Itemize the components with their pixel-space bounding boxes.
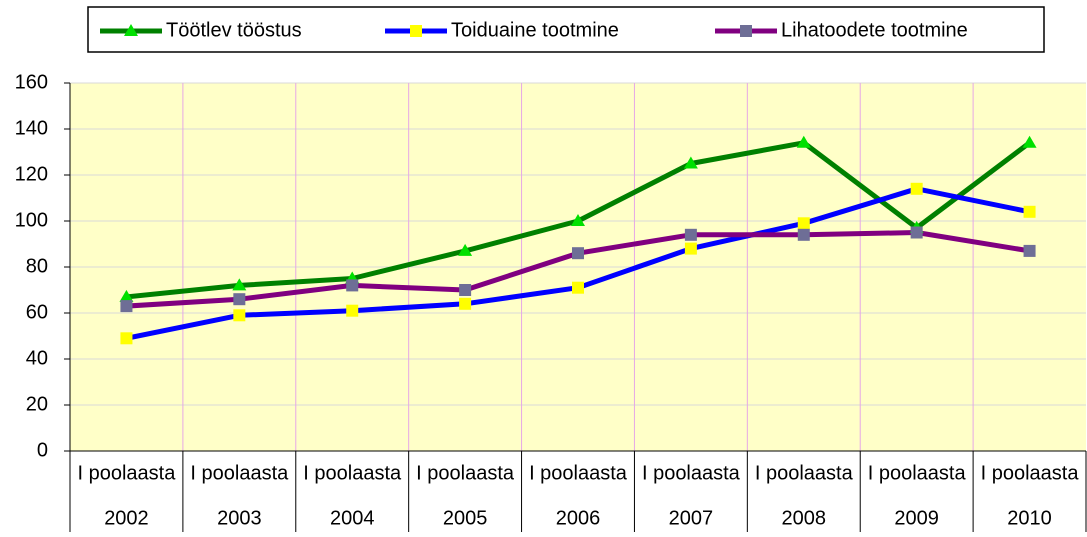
- data-point: [572, 281, 584, 294]
- data-point: [797, 228, 810, 241]
- data-point: [120, 332, 133, 345]
- x-tick-label: 2002: [104, 507, 149, 529]
- data-point: [572, 247, 584, 260]
- y-tick-label: 20: [26, 393, 48, 415]
- data-point: [459, 284, 472, 296]
- data-point: [1022, 135, 1037, 148]
- y-tick-label: 60: [26, 301, 48, 323]
- x-tick-label: I poolaasta: [642, 462, 741, 484]
- x-tick-label: 2008: [782, 507, 827, 529]
- data-point: [459, 297, 472, 310]
- data-point: [1023, 244, 1036, 257]
- data-point: [346, 279, 359, 292]
- x-tick-label: I poolaasta: [868, 462, 967, 484]
- legend-marker: [124, 24, 138, 36]
- x-tick-label: 2009: [894, 507, 939, 529]
- data-point: [233, 293, 246, 306]
- y-tick-label: 100: [15, 209, 48, 231]
- x-tick-label: I poolaasta: [755, 462, 854, 484]
- legend-label: Toiduaine tootmine: [451, 19, 619, 41]
- data-point: [684, 242, 697, 255]
- data-point: [119, 289, 134, 302]
- y-tick-label: 140: [15, 117, 48, 139]
- x-tick-label: I poolaasta: [78, 462, 177, 484]
- data-point: [458, 243, 473, 256]
- y-tick-label: 40: [26, 347, 48, 369]
- x-tick-label: 2010: [1007, 507, 1052, 529]
- data-point: [796, 135, 811, 148]
- x-tick-label: I poolaasta: [416, 462, 515, 484]
- y-tick-label: 120: [15, 163, 48, 185]
- data-point: [120, 300, 133, 313]
- x-tick-label: I poolaasta: [529, 462, 628, 484]
- legend-label: Töötlev tööstus: [166, 19, 302, 41]
- x-tick-label: 2005: [443, 507, 488, 529]
- x-tick-label: 2006: [556, 507, 601, 529]
- data-point: [1023, 205, 1036, 218]
- x-tick-label: I poolaasta: [981, 462, 1080, 484]
- data-point: [683, 156, 698, 169]
- data-point: [232, 278, 247, 291]
- x-tick-label: I poolaasta: [190, 462, 289, 484]
- data-point: [233, 309, 246, 322]
- data-point: [571, 214, 585, 226]
- data-point: [910, 226, 923, 239]
- y-tick-label: 0: [37, 439, 48, 461]
- data-point: [346, 304, 359, 317]
- legend: [87, 6, 1045, 53]
- data-point: [684, 228, 697, 241]
- x-tick-label: 2004: [330, 507, 375, 529]
- data-point: [797, 217, 810, 230]
- legend-marker: [740, 25, 752, 37]
- x-tick-label: I poolaasta: [303, 462, 402, 484]
- x-tick-label: 2003: [217, 507, 262, 529]
- y-tick-label: 80: [26, 255, 48, 277]
- legend-label: Lihatoodete tootmine: [781, 19, 968, 41]
- y-tick-label: 160: [15, 71, 48, 93]
- x-tick-label: 2007: [669, 507, 714, 529]
- legend-marker: [410, 25, 422, 37]
- data-point: [910, 182, 923, 195]
